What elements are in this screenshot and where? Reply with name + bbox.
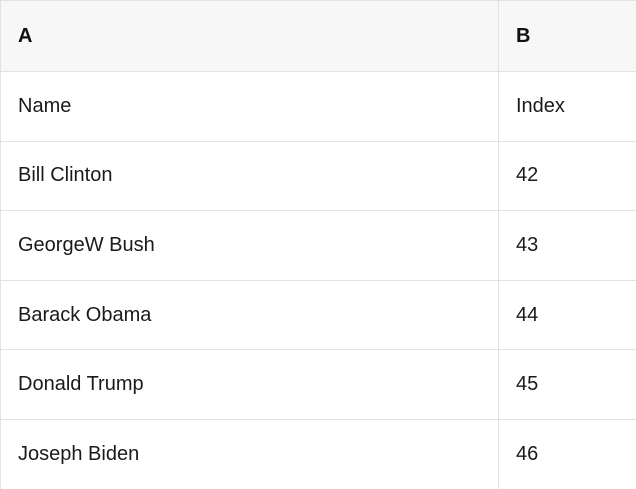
table-row: GeorgeW Bush 43 (0, 210, 636, 281)
cell-name[interactable]: Donald Trump (0, 349, 499, 420)
cell-index[interactable]: Index (498, 71, 636, 142)
cell-index[interactable]: 42 (498, 140, 636, 212)
table-row: Bill Clinton 42 (0, 140, 636, 212)
cell-index[interactable]: 46 (498, 418, 636, 489)
cell-index[interactable]: 45 (498, 349, 636, 420)
cell-name[interactable]: Barack Obama (0, 279, 499, 351)
cell-name[interactable]: Bill Clinton (0, 140, 499, 212)
table-row: Joseph Biden 46 (0, 418, 636, 489)
cell-index[interactable]: 44 (498, 279, 636, 351)
table-row: Barack Obama 44 (0, 279, 636, 351)
column-header-row: A B (0, 0, 636, 72)
cell-name[interactable]: GeorgeW Bush (0, 210, 499, 281)
column-header-a[interactable]: A (0, 0, 499, 72)
table-row: Donald Trump 45 (0, 349, 636, 420)
table-row: Name Index (0, 71, 636, 142)
cell-name[interactable]: Joseph Biden (0, 418, 499, 489)
cell-index[interactable]: 43 (498, 210, 636, 281)
cell-name[interactable]: Name (0, 71, 499, 142)
column-header-b[interactable]: B (498, 0, 636, 72)
